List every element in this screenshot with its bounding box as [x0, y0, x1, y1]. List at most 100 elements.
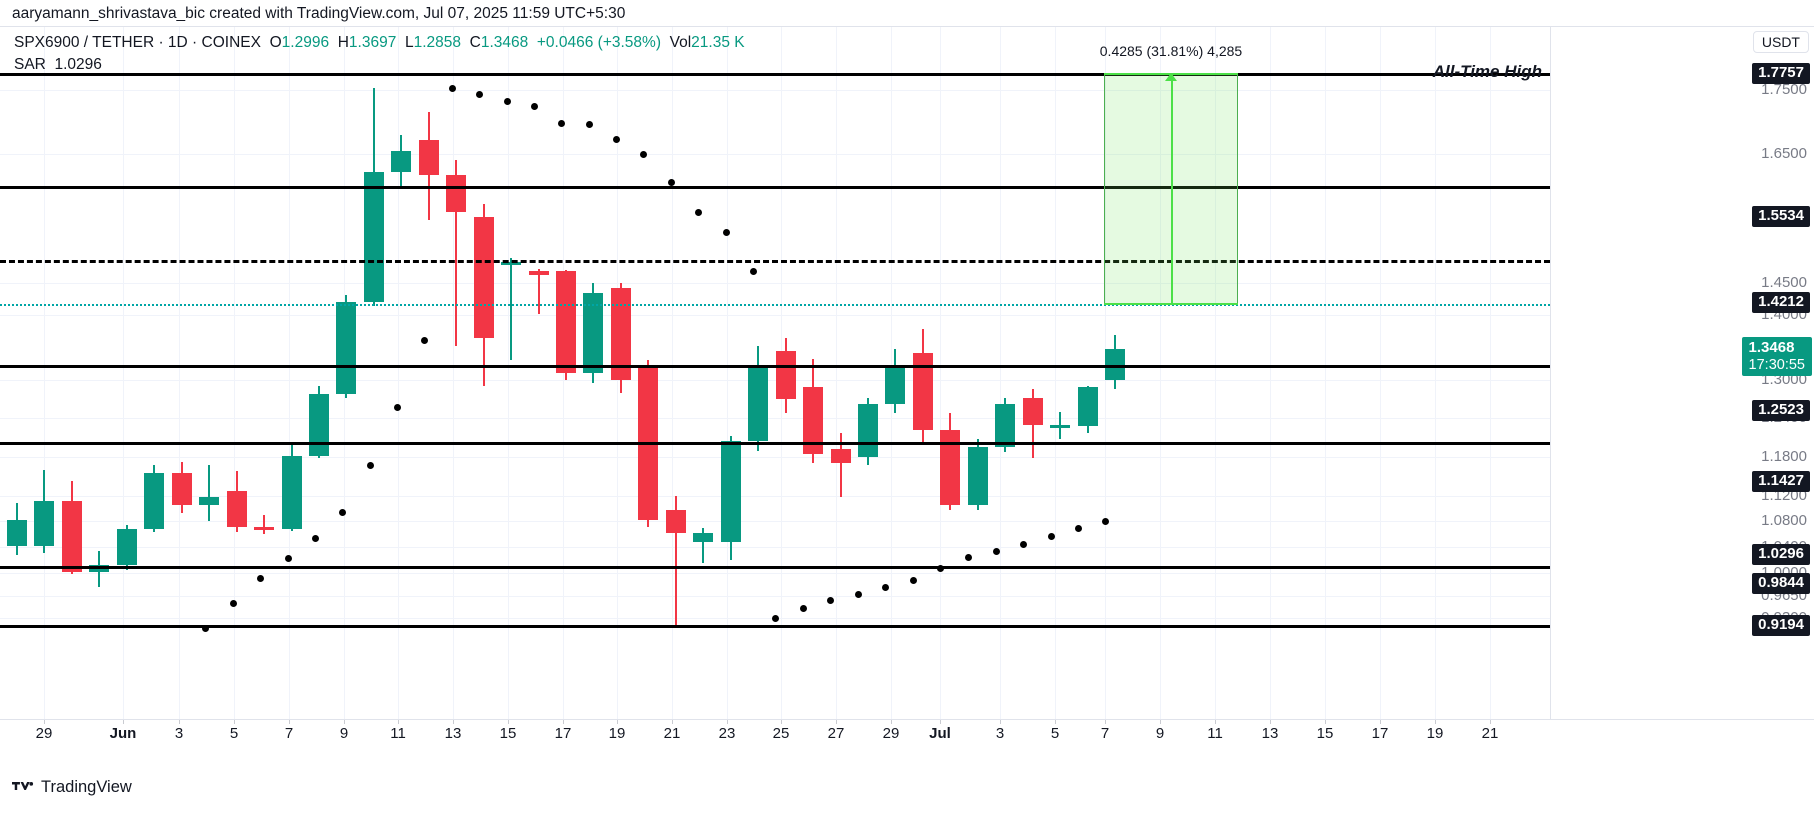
vertical-gridline	[44, 27, 45, 719]
price-level-line-1-7757[interactable]	[0, 73, 1550, 76]
candle-body	[748, 368, 769, 441]
candlestick[interactable]	[638, 27, 659, 719]
price-level-line-1-2523[interactable]	[0, 365, 1550, 368]
candlestick[interactable]	[556, 27, 576, 719]
price-level-tag-1-2523[interactable]: 1.2523	[1752, 400, 1810, 422]
candlestick[interactable]	[1050, 27, 1071, 719]
time-axis-label: 9	[1155, 725, 1165, 742]
candlestick[interactable]	[7, 27, 27, 719]
legend-indicator-value: 1.0296	[54, 56, 102, 73]
candlestick[interactable]	[171, 27, 192, 719]
candlestick[interactable]	[885, 27, 906, 719]
horizontal-gridline	[0, 315, 1550, 317]
candlestick[interactable]	[1077, 27, 1098, 719]
time-axis-tick-mark	[1055, 720, 1056, 724]
price-level-tag-0-9844[interactable]: 0.9844	[1752, 573, 1810, 595]
sar-dot	[1019, 540, 1027, 548]
candlestick[interactable]	[720, 27, 741, 719]
price-level-tag-1-0296[interactable]: 1.0296	[1752, 543, 1810, 565]
time-axis-label: 3	[995, 725, 1005, 742]
candlestick[interactable]	[89, 27, 110, 719]
candlestick[interactable]	[199, 27, 220, 719]
candlestick[interactable]	[226, 27, 247, 719]
price-level-tag-1-4212[interactable]: 1.4212	[1752, 291, 1810, 313]
time-axis-label: 15	[1316, 725, 1334, 742]
candlestick[interactable]	[116, 27, 137, 719]
legend-sep-1: ·	[154, 34, 168, 51]
currency-badge[interactable]: USDT	[1752, 31, 1809, 53]
price-level-line-1-1427[interactable]	[0, 442, 1550, 445]
candlestick[interactable]	[857, 27, 878, 719]
candlestick[interactable]	[528, 27, 549, 719]
sar-dot	[1074, 524, 1082, 532]
vertical-gridline	[398, 27, 399, 719]
candle-wick	[510, 258, 513, 361]
candle-body	[912, 352, 933, 430]
candlestick[interactable]	[912, 27, 933, 719]
price-level-tag-1-7757[interactable]: 1.7757	[1752, 63, 1810, 84]
sar-dot	[909, 576, 917, 584]
candlestick[interactable]	[1022, 27, 1043, 719]
candlestick[interactable]	[61, 27, 82, 719]
vertical-gridline	[672, 27, 673, 719]
sar-dot	[475, 90, 483, 98]
legend-indicator-name[interactable]: SAR	[14, 56, 46, 73]
candle-body	[308, 393, 329, 456]
candlestick[interactable]	[775, 27, 796, 719]
candlestick[interactable]	[501, 27, 522, 719]
time-axis-label: Jun	[109, 725, 137, 742]
candlestick[interactable]	[995, 27, 1016, 719]
candlestick[interactable]	[336, 27, 357, 719]
price-level-line-0-9194[interactable]	[0, 625, 1550, 628]
price-level-tag-1-5534[interactable]: 1.5534	[1752, 206, 1810, 228]
horizontal-gridline	[0, 89, 1550, 91]
sar-dot	[503, 97, 511, 105]
candlestick[interactable]	[34, 27, 55, 719]
chart-plot-area[interactable]: 0.4285 (31.81%) 4,285 All-Time High	[0, 27, 1550, 719]
candlestick[interactable]	[940, 27, 961, 719]
candlestick[interactable]	[967, 27, 988, 719]
price-level-line-1-5534[interactable]	[0, 186, 1550, 189]
candlestick[interactable]	[473, 27, 494, 719]
current-price-tag[interactable]: 1.3468 17:30:55	[1741, 337, 1812, 377]
candlestick[interactable]	[1105, 27, 1125, 719]
sar-dot	[366, 461, 374, 469]
price-axis-tick: 1.0800	[1761, 512, 1807, 530]
candlestick[interactable]	[610, 27, 631, 719]
price-level-tag-0-9194[interactable]: 0.9194	[1752, 615, 1810, 636]
time-axis-tick-mark	[617, 720, 618, 724]
candlestick[interactable]	[665, 27, 686, 719]
candlestick[interactable]	[830, 27, 851, 719]
time-axis-tick-mark	[289, 720, 290, 724]
price-level-line-1-3468[interactable]	[0, 304, 1550, 306]
candlestick[interactable]	[693, 27, 714, 719]
candlestick[interactable]	[144, 27, 165, 719]
time-axis-label: 27	[827, 725, 845, 742]
price-axis[interactable]: USDT 1.75001.65001.45001.40001.30001.240…	[1550, 27, 1814, 719]
candle-body	[1022, 397, 1043, 425]
legend-interval[interactable]: 1D	[167, 34, 188, 51]
time-axis[interactable]: 29 Jun 3 5 7 9 11 13 15 17 19 21 23 25 27 29 Jul 3 5 7 9 11 13…	[0, 719, 1814, 747]
price-axis-tick: 1.4500	[1761, 273, 1807, 291]
price-axis-tick: 1.1800	[1761, 448, 1807, 465]
candlestick[interactable]	[446, 27, 467, 719]
candle-body	[940, 429, 961, 506]
candlestick[interactable]	[418, 27, 439, 719]
sar-dot	[311, 534, 319, 542]
vertical-gridline	[940, 27, 941, 719]
candlestick[interactable]	[803, 27, 824, 719]
candlestick[interactable]	[363, 27, 384, 719]
candlestick[interactable]	[583, 27, 604, 719]
candlestick[interactable]	[391, 27, 412, 719]
price-level-tag-1-1427[interactable]: 1.1427	[1752, 471, 1810, 493]
candlestick[interactable]	[748, 27, 769, 719]
projection-arrow-head	[1165, 73, 1177, 81]
candlestick[interactable]	[308, 27, 329, 719]
legend-symbol[interactable]: SPX6900 / TETHER	[14, 34, 155, 51]
price-level-line-1-4212[interactable]	[0, 260, 1550, 263]
legend-exchange: COINEX	[201, 34, 261, 51]
horizontal-gridline	[0, 495, 1550, 497]
candlestick[interactable]	[281, 27, 302, 719]
price-level-line-0-9844[interactable]	[0, 566, 1550, 569]
candlestick[interactable]	[254, 27, 275, 719]
